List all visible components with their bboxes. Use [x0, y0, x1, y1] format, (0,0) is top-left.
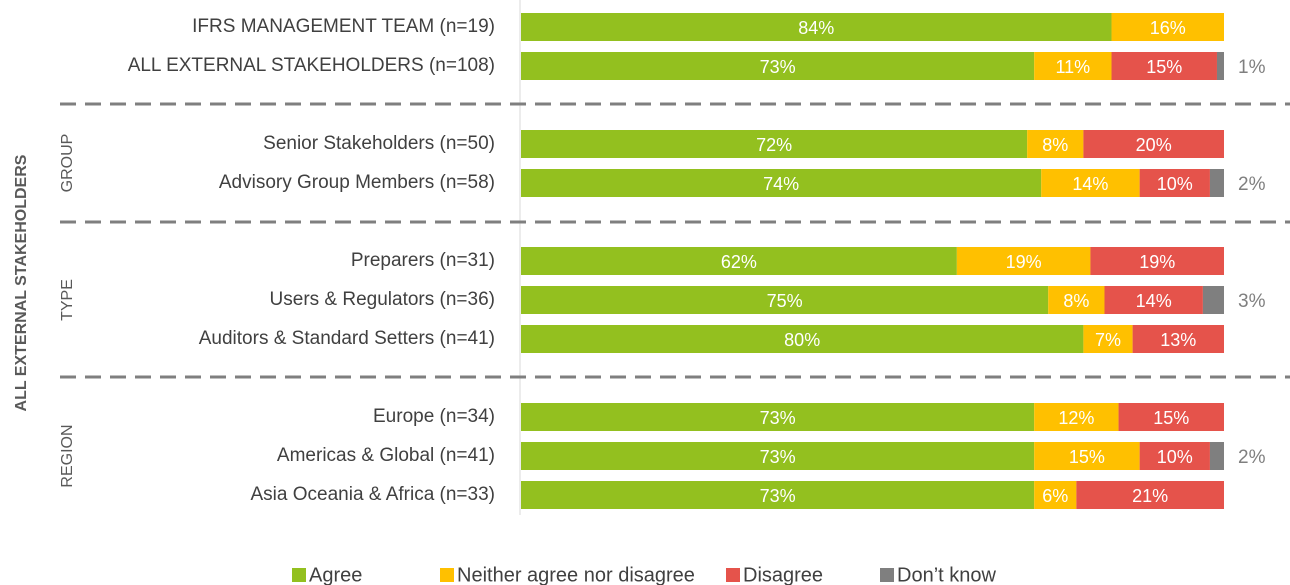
data-label: 14% — [1072, 174, 1108, 194]
bar-segment — [1090, 247, 1224, 275]
data-label: 20% — [1136, 135, 1172, 155]
bar-segment — [521, 481, 1035, 509]
data-label: 15% — [1153, 408, 1189, 428]
group-label: TYPE — [59, 279, 76, 321]
legend-swatch — [440, 568, 454, 582]
data-label: 19% — [1006, 252, 1042, 272]
data-label: 15% — [1146, 57, 1182, 77]
bar-segment — [1111, 52, 1217, 80]
bar-segment — [1083, 325, 1133, 353]
data-label: 11% — [1056, 57, 1091, 77]
bar-segment — [1034, 403, 1119, 431]
legend-label: Neither agree nor disagree — [457, 564, 695, 585]
bar-segment — [521, 130, 1028, 158]
data-label: 75% — [767, 291, 803, 311]
category-label: Auditors & Standard Setters (n=41) — [199, 328, 495, 349]
data-label: 73% — [760, 447, 796, 467]
bar-segment — [1132, 325, 1224, 353]
bar-segment — [521, 13, 1112, 41]
bar-segment — [1034, 442, 1140, 470]
data-label: 73% — [760, 486, 796, 506]
legend-label: Don’t know — [897, 564, 996, 585]
bar-segment — [1118, 403, 1224, 431]
category-label: IFRS MANAGEMENT TEAM (n=19) — [192, 16, 495, 37]
data-label: 13% — [1160, 330, 1196, 350]
bar-segment — [1111, 13, 1224, 41]
bar-segment — [1034, 481, 1077, 509]
bar-segment — [1034, 52, 1112, 80]
bar-segment — [521, 286, 1049, 314]
data-label: 16% — [1150, 18, 1186, 38]
data-label: 73% — [760, 57, 796, 77]
data-label: 6% — [1042, 486, 1068, 506]
data-label: 14% — [1136, 291, 1172, 311]
bar-segment — [1209, 169, 1224, 197]
category-label: Asia Oceania & Africa (n=33) — [251, 484, 496, 505]
bar-segment — [1104, 286, 1203, 314]
data-label-outside: 2% — [1238, 174, 1266, 195]
bar-segment — [521, 403, 1035, 431]
data-label: 80% — [784, 330, 820, 350]
bar-segment — [1139, 442, 1210, 470]
data-label: 8% — [1063, 291, 1089, 311]
data-label: 74% — [763, 174, 799, 194]
data-label-outside: 3% — [1238, 291, 1266, 312]
category-label: ALL EXTERNAL STAKEHOLDERS (n=108) — [128, 55, 495, 76]
data-label: 73% — [760, 408, 796, 428]
bar-segment — [1076, 481, 1224, 509]
data-label-outside: 2% — [1238, 447, 1266, 468]
bar-segment — [956, 247, 1091, 275]
bar-segment — [521, 247, 957, 275]
data-label: 62% — [721, 252, 757, 272]
data-label: 21% — [1132, 486, 1168, 506]
category-label: Americas & Global (n=41) — [277, 445, 495, 466]
bar-segment — [1041, 169, 1140, 197]
data-label: 10% — [1157, 447, 1193, 467]
category-label: Users & Regulators (n=36) — [270, 289, 495, 310]
bar-segment — [521, 442, 1035, 470]
bar-segment — [1209, 442, 1224, 470]
bar-segment — [521, 169, 1042, 197]
bar-segment — [521, 52, 1035, 80]
category-label: Senior Stakeholders (n=50) — [263, 133, 495, 154]
legend-label: Agree — [309, 564, 362, 585]
data-label: 8% — [1042, 135, 1068, 155]
category-label: Europe (n=34) — [373, 406, 495, 427]
group-label: REGION — [59, 424, 76, 487]
data-label: 12% — [1058, 408, 1094, 428]
bar-segment — [1083, 130, 1224, 158]
data-label: 10% — [1157, 174, 1193, 194]
legend-swatch — [880, 568, 894, 582]
bar-segment — [1048, 286, 1105, 314]
category-label: Preparers (n=31) — [351, 250, 495, 271]
bar-segment — [1139, 169, 1210, 197]
data-label: 72% — [756, 135, 792, 155]
legend-swatch — [292, 568, 306, 582]
bar-segment — [1027, 130, 1084, 158]
data-label: 15% — [1069, 447, 1105, 467]
legend-label: Disagree — [743, 564, 823, 585]
group-label: GROUP — [59, 134, 76, 193]
legend-swatch — [726, 568, 740, 582]
data-label: 19% — [1139, 252, 1175, 272]
data-label-outside: 1% — [1238, 57, 1266, 78]
bar-segment — [1202, 286, 1224, 314]
data-label: 84% — [798, 18, 834, 38]
bar-segment — [1216, 52, 1224, 80]
bar-segment — [521, 325, 1084, 353]
y-axis-title: ALL EXTERNAL STAKEHOLDERS — [13, 154, 30, 411]
data-label: 7% — [1095, 330, 1121, 350]
category-label: Advisory Group Members (n=58) — [219, 172, 495, 193]
